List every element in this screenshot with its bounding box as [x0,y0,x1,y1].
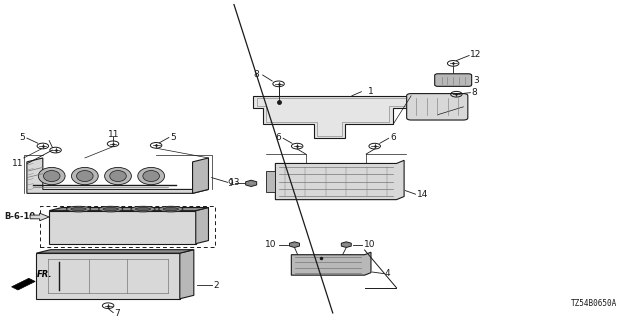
Text: 11: 11 [12,159,24,168]
Polygon shape [266,171,275,192]
Polygon shape [36,250,194,253]
Ellipse shape [143,171,159,181]
Polygon shape [49,211,196,244]
Ellipse shape [99,206,123,212]
Ellipse shape [104,167,131,185]
Text: 4: 4 [385,269,390,278]
Polygon shape [253,96,438,138]
Text: 8: 8 [253,70,259,79]
FancyBboxPatch shape [406,93,468,120]
Text: 6: 6 [390,133,396,142]
Text: 7: 7 [115,309,120,318]
Text: 9: 9 [228,179,234,188]
Ellipse shape [138,167,164,185]
Text: 14: 14 [417,190,428,199]
Text: 11: 11 [108,130,120,139]
Polygon shape [12,278,35,290]
Polygon shape [275,160,404,200]
Ellipse shape [67,206,91,212]
Text: 8: 8 [472,88,477,97]
Polygon shape [196,207,209,244]
Text: TZ54B0650A: TZ54B0650A [571,299,617,308]
Polygon shape [27,158,209,193]
Ellipse shape [163,207,179,211]
Text: 3: 3 [474,76,479,84]
Polygon shape [36,253,180,299]
Polygon shape [193,158,209,193]
Polygon shape [341,242,351,247]
Text: 10: 10 [265,240,276,249]
Ellipse shape [38,167,65,185]
Ellipse shape [71,207,86,211]
Text: B-6-10: B-6-10 [4,212,36,221]
Polygon shape [246,180,257,187]
Text: FR.: FR. [37,270,52,279]
Text: 5: 5 [19,133,25,142]
Ellipse shape [103,207,118,211]
Ellipse shape [109,171,126,181]
Polygon shape [291,252,371,275]
Text: 5: 5 [170,133,176,142]
Polygon shape [289,242,300,247]
Ellipse shape [77,171,93,181]
Ellipse shape [159,206,183,212]
Ellipse shape [135,207,150,211]
Polygon shape [30,213,49,221]
Text: 2: 2 [213,281,219,290]
Polygon shape [180,250,194,299]
Ellipse shape [72,167,99,185]
Text: 1: 1 [368,87,374,96]
Text: 12: 12 [470,50,482,60]
Ellipse shape [44,171,60,181]
Text: 6: 6 [275,133,281,142]
Text: 10: 10 [364,240,375,249]
FancyBboxPatch shape [435,74,472,86]
Ellipse shape [131,206,155,212]
Text: 13: 13 [229,178,241,187]
Polygon shape [49,207,209,211]
